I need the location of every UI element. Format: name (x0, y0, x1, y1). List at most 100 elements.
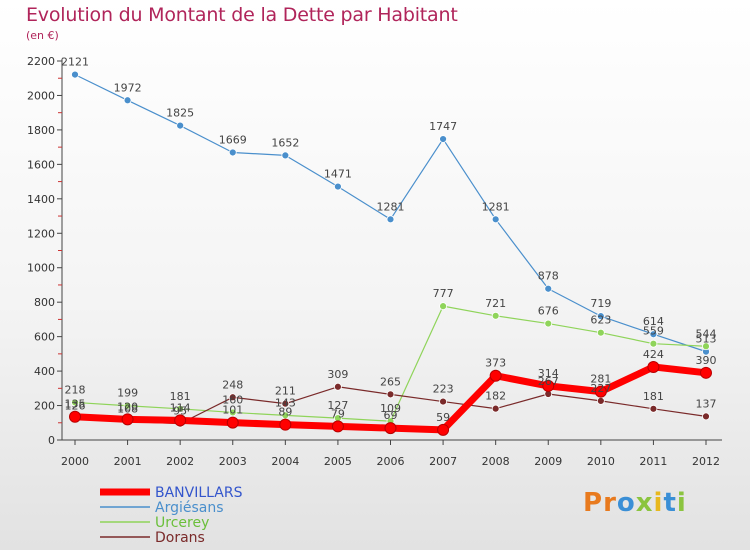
logo-letter: r (603, 488, 617, 518)
series-point (69, 410, 81, 423)
series-point (228, 148, 237, 157)
data-label: 281 (590, 373, 611, 386)
y-tick-label: 1800 (27, 124, 55, 137)
series-point (594, 385, 607, 398)
series-point (226, 416, 239, 429)
data-label: 676 (538, 305, 559, 318)
data-label: 114 (170, 401, 191, 414)
legend-label: BANVILLARS (155, 485, 243, 501)
legend-label: Urcerey (155, 515, 209, 531)
data-label: 59 (436, 411, 450, 424)
data-label: 1669 (219, 133, 247, 146)
data-label: 127 (327, 399, 348, 412)
data-label: 227 (590, 382, 611, 395)
data-label: 1652 (271, 136, 299, 149)
data-label: 137 (696, 397, 717, 410)
series-point (174, 414, 187, 427)
y-tick-label: 0 (48, 434, 55, 447)
series-point (544, 319, 553, 328)
series-point (596, 328, 605, 337)
data-label: 79 (331, 407, 345, 420)
logo-letter: i (653, 488, 664, 518)
series-point (71, 398, 79, 407)
series-point (281, 151, 290, 160)
data-label: 265 (380, 375, 401, 388)
data-label: 89 (278, 406, 292, 419)
data-label: 126 (65, 399, 86, 412)
series-point (437, 423, 450, 436)
data-label: 160 (222, 393, 243, 406)
data-label: 623 (590, 314, 611, 327)
data-label: 373 (485, 357, 506, 370)
data-label: 1972 (114, 81, 142, 94)
data-label: 878 (538, 270, 559, 283)
data-label: 211 (275, 385, 296, 398)
y-tick-label: 2200 (27, 55, 55, 68)
series-point (542, 379, 555, 392)
data-label: 199 (117, 387, 138, 400)
data-label: 135 (65, 398, 86, 411)
x-tick-label: 2005 (324, 455, 352, 468)
x-tick-label: 2000 (61, 455, 89, 468)
y-tick-label: 400 (34, 365, 55, 378)
x-tick-label: 2010 (587, 455, 615, 468)
series-point (281, 399, 290, 408)
logo-letter: t (663, 488, 677, 518)
x-tick-label: 2001 (114, 455, 142, 468)
series-point (649, 330, 658, 339)
x-tick-label: 2009 (534, 455, 562, 468)
series-points (69, 70, 712, 436)
series-point (647, 360, 660, 373)
x-tick-label: 2012 (692, 455, 720, 468)
legend-label: Argiésans (155, 500, 224, 516)
series-point (491, 404, 500, 413)
series-point (176, 404, 185, 413)
logo-letter: i (676, 488, 687, 518)
x-tick-label: 2006 (377, 455, 405, 468)
data-label: 314 (538, 367, 559, 380)
series-point (228, 408, 237, 417)
series-point (386, 390, 395, 399)
data-label: 109 (380, 402, 401, 415)
y-tick-label: 1000 (27, 262, 55, 275)
data-label: 424 (643, 348, 664, 361)
data-label: 108 (117, 402, 138, 415)
data-label: 1281 (482, 200, 510, 213)
y-tick-label: 2000 (27, 89, 55, 102)
series-point (700, 366, 712, 379)
series-point (279, 418, 292, 431)
series-point (596, 312, 605, 321)
x-tick-label: 2008 (482, 455, 510, 468)
series-point (123, 401, 132, 410)
y-tick-label: 1600 (27, 158, 55, 171)
data-label: 95 (173, 405, 187, 418)
logo-letter: P (583, 488, 604, 518)
series-point (649, 404, 658, 413)
chart-subtitle: (en €) (26, 29, 59, 42)
data-label: 1471 (324, 168, 352, 181)
data-label: 777 (433, 287, 454, 300)
data-label: 143 (275, 396, 296, 409)
data-label: 181 (643, 390, 664, 403)
series-point (228, 393, 237, 402)
series-point (491, 311, 500, 320)
series-point (331, 420, 344, 433)
series-point (702, 412, 710, 421)
data-label: 719 (590, 297, 611, 310)
y-tick-label: 200 (34, 400, 55, 413)
y-tick-label: 600 (34, 331, 55, 344)
series-point (439, 397, 447, 406)
y-tick-label: 1400 (27, 193, 55, 206)
data-label: 218 (65, 383, 86, 396)
series-point (544, 284, 553, 293)
proxiti-logo: Proxiti (583, 488, 687, 518)
x-tick-label: 2011 (639, 455, 667, 468)
data-label: 2121 (61, 56, 89, 69)
data-label: 309 (327, 368, 348, 381)
legend-label: Dorans (155, 530, 205, 546)
x-tick-label: 2003 (219, 455, 247, 468)
series-point (176, 121, 185, 130)
